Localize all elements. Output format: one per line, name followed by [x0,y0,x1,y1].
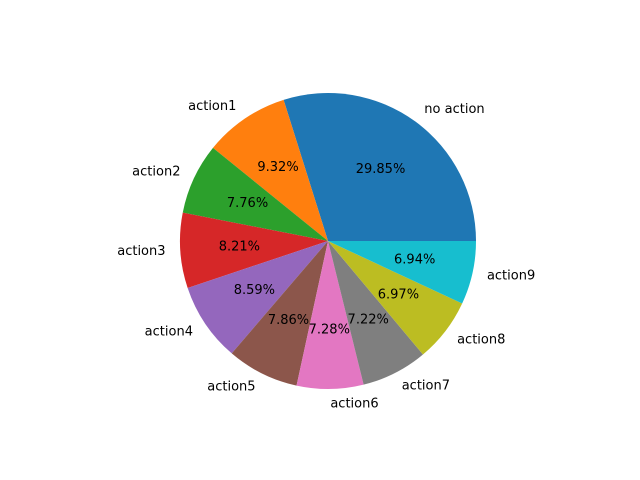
pie-category-label-4: action4 [145,324,193,339]
pie-slices [180,93,477,389]
pie-pct-label-2: 7.76% [227,196,268,211]
pie-pct-label-1: 9.32% [257,160,298,175]
pie-slice-6 [296,241,364,389]
pie-pct-label-0: 29.85% [356,162,406,177]
pie-slice-8 [328,241,463,355]
pie-slice-9 [328,241,476,304]
pie-category-label-2: action2 [132,165,180,180]
pie-labels: 29.85% no action 9.32% action1 7.76% action2 8… [117,99,535,411]
pie-slice-1 [212,99,328,242]
pie-pct-label-3: 8.21% [219,239,260,254]
pie-slice-2 [182,147,328,241]
pie-pct-label-5: 7.86% [268,313,309,328]
pie-pct-label-7: 7.22% [348,313,389,328]
pie-pct-label-9: 6.94% [394,253,435,268]
pie-slice-0 [283,93,477,241]
pie-pct-label-6: 7.28% [309,322,350,337]
pie-slice-7 [328,241,423,385]
pie-pct-label-4: 8.59% [234,283,275,298]
pie-slice-4 [187,241,328,354]
pie-category-label-3: action3 [117,244,165,259]
pie-category-label-0: no action [424,102,484,117]
pie-category-label-5: action5 [207,379,255,394]
pie-category-label-7: action7 [402,379,450,394]
pie-category-label-6: action6 [330,396,378,411]
pie-slice-5 [231,241,328,386]
pie-category-label-8: action8 [457,333,505,348]
pie-pct-label-8: 6.97% [378,288,419,303]
pie-category-label-9: action9 [487,269,535,284]
pie-slice-3 [180,212,328,288]
pie-category-label-1: action1 [188,99,236,114]
